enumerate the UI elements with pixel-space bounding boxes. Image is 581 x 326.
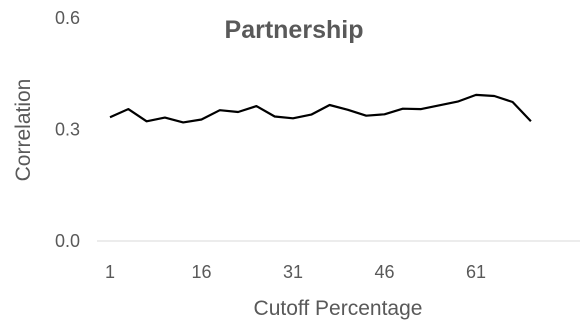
y-tick-label: 0.3: [55, 120, 80, 140]
series-group: [109, 93, 532, 124]
x-tick-label: 46: [374, 262, 394, 282]
y-tick-labels: 0.0 0.3 0.6: [55, 8, 80, 251]
series-line: [109, 93, 532, 124]
y-axis-label: Correlation: [12, 79, 35, 182]
chart-title: Partnership: [225, 16, 364, 44]
x-tick-labels: 1 16 31 46 61: [105, 262, 486, 282]
y-tick-label: 0.0: [55, 231, 80, 251]
y-tick-label: 0.6: [55, 8, 80, 28]
x-axis-label: Cutoff Percentage: [254, 297, 423, 320]
x-tick-label: 61: [466, 262, 486, 282]
x-tick-label: 31: [283, 262, 303, 282]
x-tick-label: 16: [191, 262, 211, 282]
x-tick-label: 1: [105, 262, 115, 282]
